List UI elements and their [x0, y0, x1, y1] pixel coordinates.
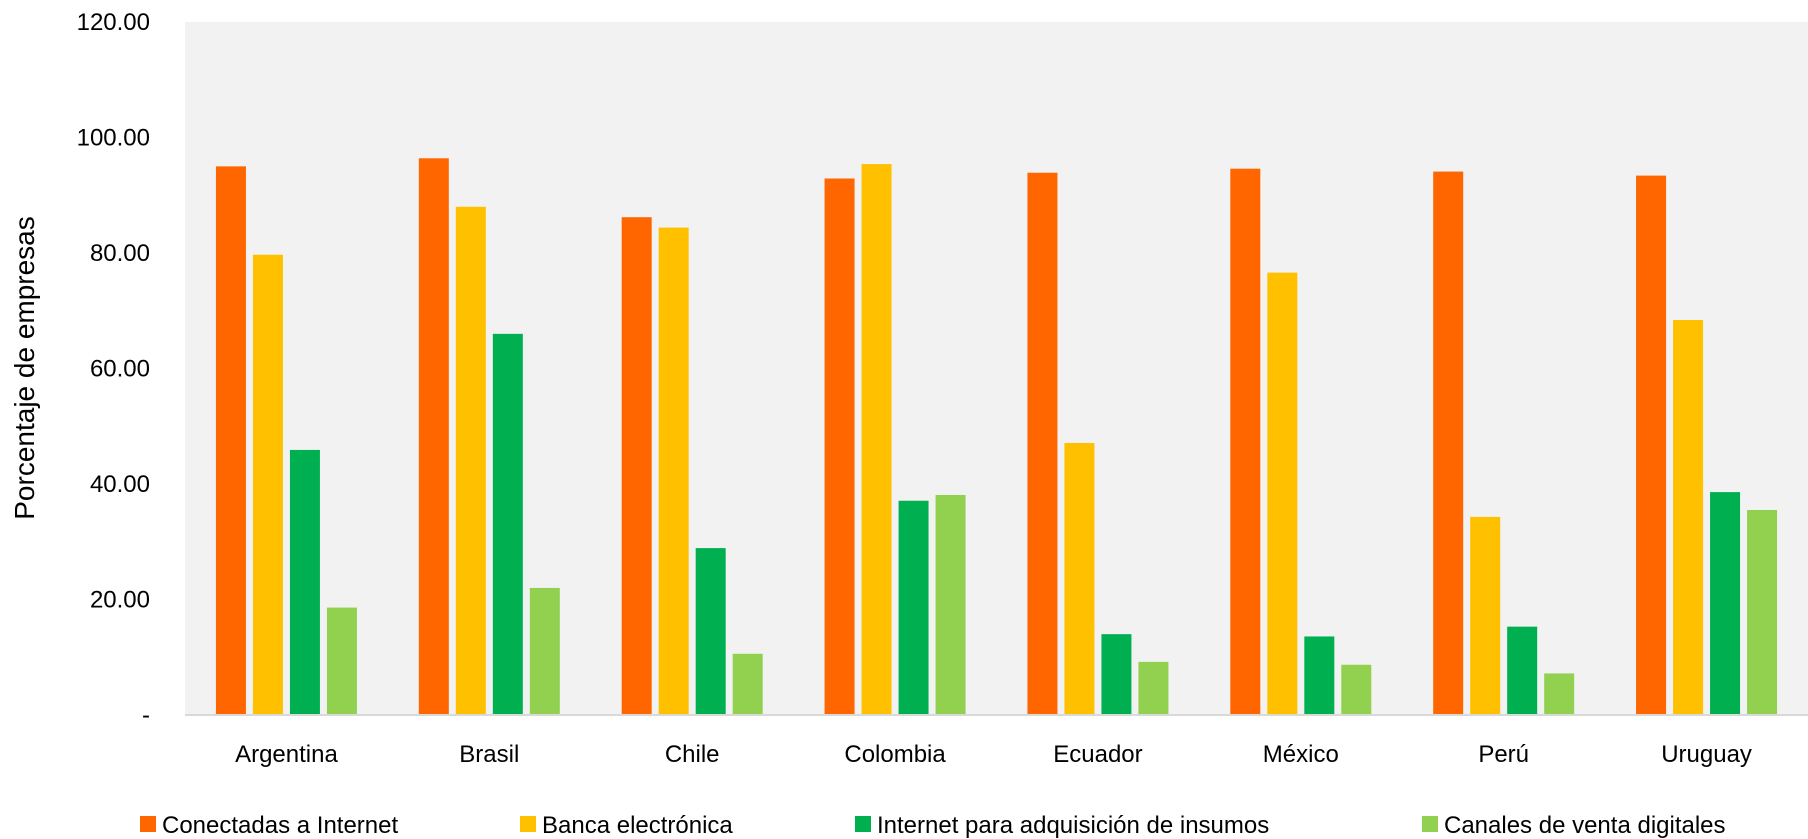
x-axis-ticks: Argentina Brasil Chile Colombia Ecuador Méxic… — [235, 741, 1752, 768]
bar — [1230, 168, 1261, 715]
legend-swatch — [140, 816, 156, 832]
bar — [732, 653, 763, 715]
bar — [1027, 172, 1058, 716]
y-tick-label: 120.00 — [77, 9, 150, 36]
legend-label: Canales de venta digitales — [1444, 812, 1726, 839]
bar — [1673, 319, 1704, 715]
bar — [1507, 626, 1538, 715]
bar — [455, 206, 486, 716]
bar — [418, 158, 449, 716]
legend-swatch — [1422, 816, 1438, 832]
legend: Conectadas a Internet Banca electrónica In… — [140, 812, 1726, 839]
bar — [252, 254, 283, 716]
bar — [1470, 516, 1501, 715]
x-tick-label: Argentina — [235, 741, 338, 768]
bar — [1544, 673, 1575, 715]
bar — [1341, 664, 1372, 715]
bar — [529, 587, 560, 715]
bar — [935, 494, 966, 715]
bars-layer — [215, 158, 1778, 716]
bar — [1747, 509, 1778, 715]
x-tick-label: Colombia — [844, 741, 946, 768]
bar — [1267, 272, 1298, 715]
y-tick-label: 40.00 — [90, 471, 150, 498]
legend-label: Internet para adquisición de insumos — [877, 812, 1269, 839]
bar — [1101, 634, 1132, 715]
legend-swatch — [520, 816, 536, 832]
y-axis-title: Porcentaje de empresas — [9, 216, 40, 520]
y-tick-label: 100.00 — [77, 125, 150, 152]
x-tick-label: Brasil — [459, 741, 519, 768]
legend-label: Conectadas a Internet — [162, 812, 398, 839]
bar — [1138, 661, 1169, 715]
x-tick-label: México — [1263, 741, 1339, 768]
bar — [861, 164, 892, 715]
bar — [326, 607, 357, 715]
bar — [695, 548, 726, 715]
y-tick-label: 60.00 — [90, 356, 150, 383]
x-tick-label: Ecuador — [1053, 741, 1142, 768]
bar — [658, 227, 689, 715]
plot-area — [185, 22, 1808, 715]
bar — [1710, 492, 1741, 715]
legend-swatch — [855, 816, 871, 832]
bar — [1636, 175, 1667, 716]
x-tick-label: Chile — [665, 741, 720, 768]
x-tick-label: Uruguay — [1661, 741, 1752, 768]
y-axis-ticks: - 20.00 40.00 60.00 80.00 100.00 120.00 — [77, 9, 150, 729]
bar — [1304, 636, 1335, 715]
bar — [1433, 171, 1464, 715]
bar — [824, 178, 855, 715]
bar — [621, 217, 652, 715]
bar — [898, 500, 929, 715]
bar — [289, 449, 320, 715]
bar — [1064, 442, 1095, 715]
y-tick-label: 20.00 — [90, 587, 150, 614]
bar — [492, 333, 523, 715]
y-tick-label: 80.00 — [90, 240, 150, 267]
y-tick-label: - — [142, 702, 150, 729]
legend-label: Banca electrónica — [542, 812, 733, 839]
bar — [215, 166, 246, 715]
x-tick-label: Perú — [1478, 741, 1529, 768]
